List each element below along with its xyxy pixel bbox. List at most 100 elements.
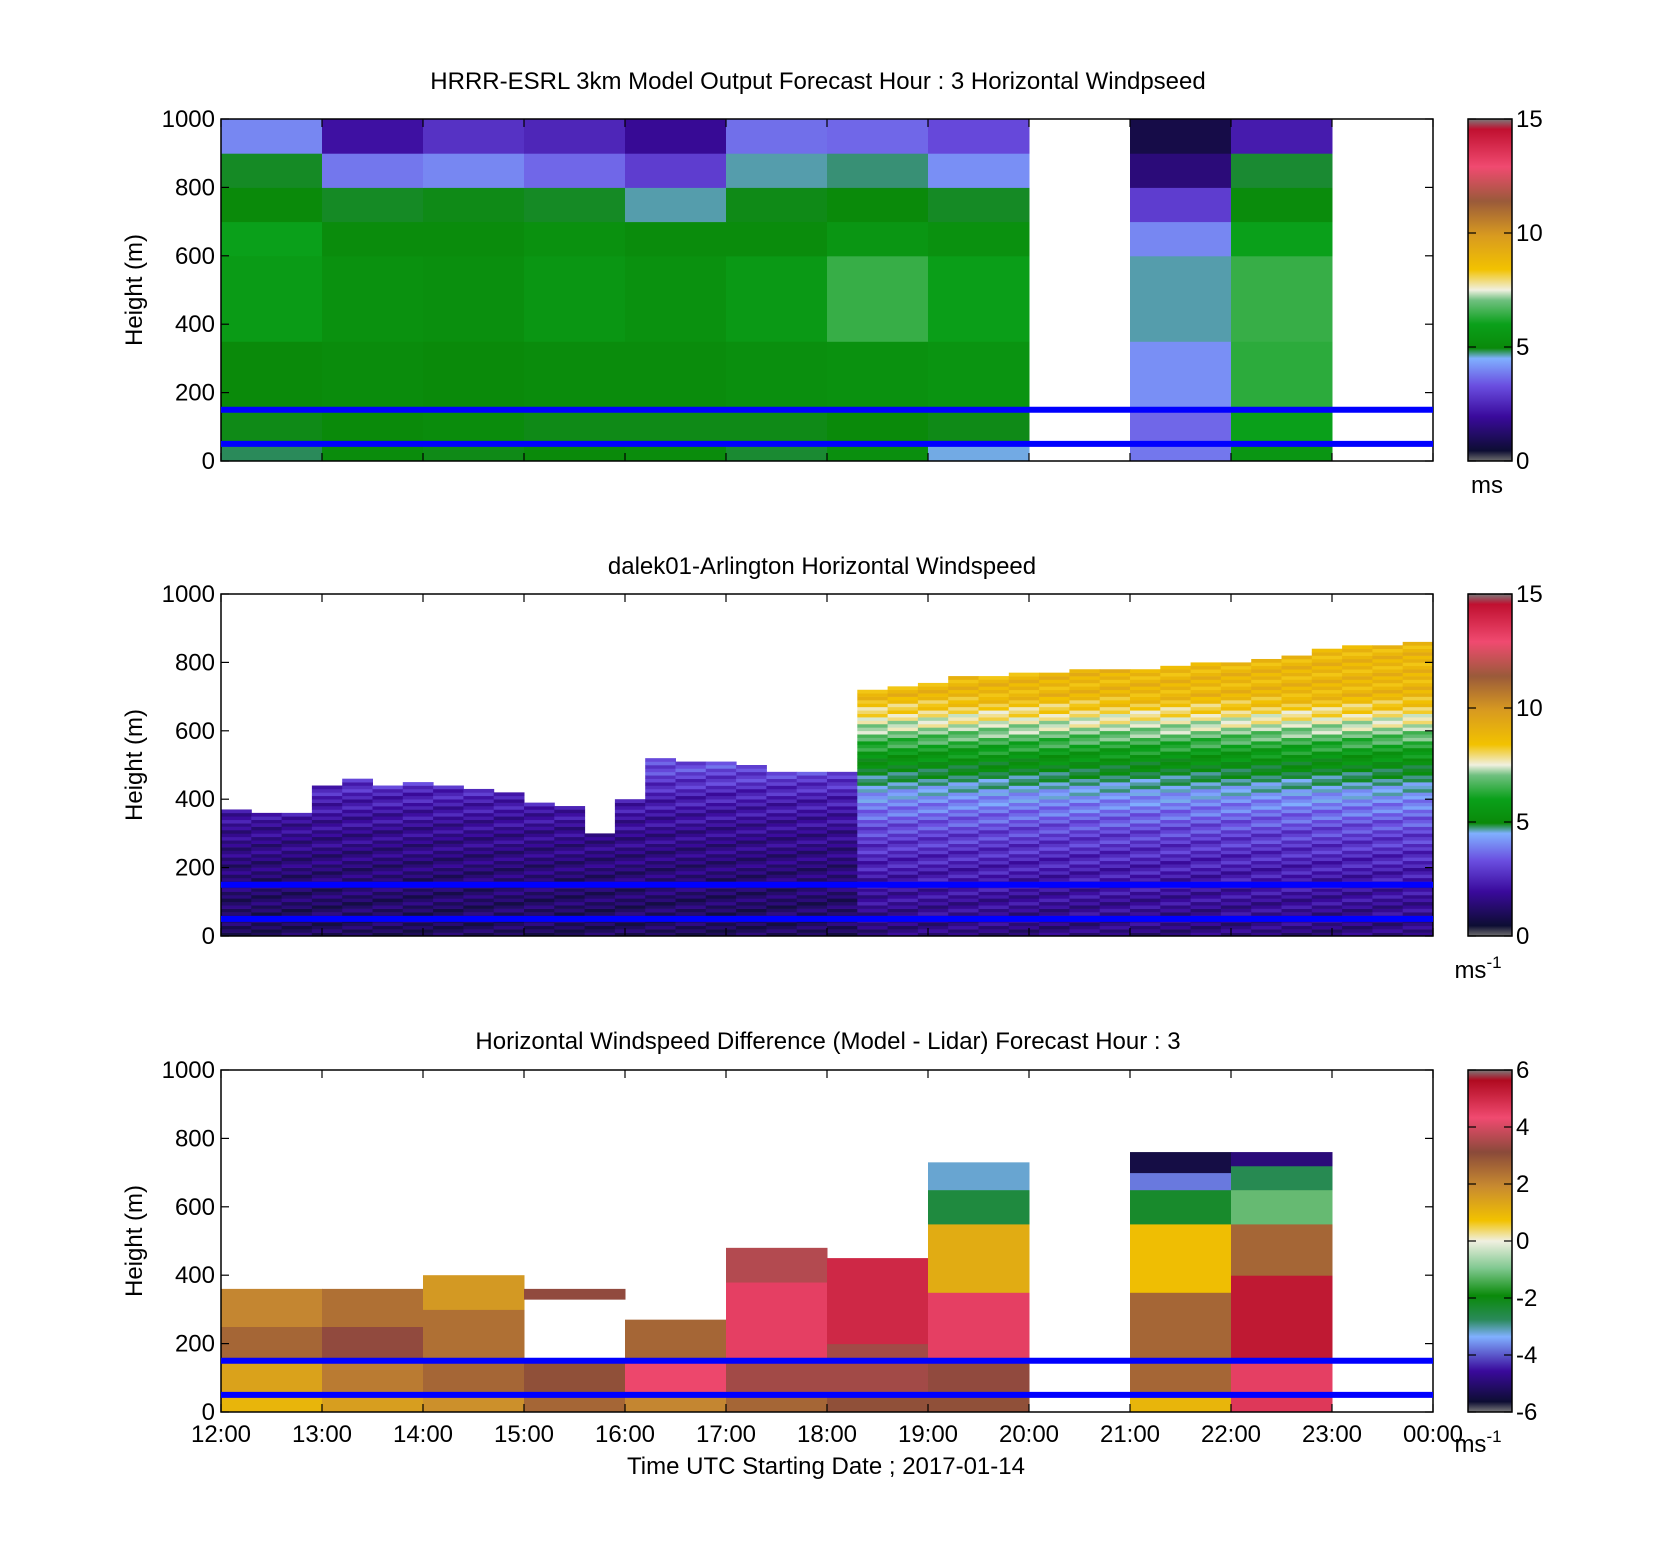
- lidar-cell: [221, 836, 252, 841]
- lidar-cell: [948, 703, 979, 708]
- lidar-cell: [372, 788, 404, 793]
- lidar-cell: [1190, 795, 1222, 800]
- lidar-cell: [554, 836, 586, 841]
- difference-cell: [221, 1288, 323, 1327]
- lidar-cell: [1402, 809, 1434, 814]
- lidar-cell: [554, 826, 586, 831]
- lidar-cell: [827, 816, 858, 821]
- lidar-cell: [554, 843, 586, 848]
- lidar-cell: [1099, 898, 1131, 903]
- lidar-cell: [766, 826, 798, 831]
- lidar-cell: [1220, 734, 1252, 738]
- lidar-cell: [1311, 867, 1343, 872]
- lidar-cell: [1402, 665, 1434, 670]
- lidar-cell: [1251, 744, 1282, 749]
- lidar-cell: [402, 806, 434, 810]
- lidar-cell: [554, 905, 586, 909]
- lidar-cell: [281, 860, 313, 865]
- lidar-cell: [1342, 775, 1373, 779]
- lidar-cell: [1281, 665, 1313, 670]
- lidar-cell: [493, 836, 525, 841]
- model-cell: [221, 153, 323, 188]
- lidar-cell: [917, 888, 949, 892]
- lidar-cell: [827, 806, 858, 810]
- lidar-cell: [1069, 877, 1101, 882]
- lidar-cell: [1402, 792, 1434, 797]
- lidar-cell: [1008, 679, 1040, 684]
- lidar-cell: [1099, 700, 1131, 704]
- lidar-cell: [857, 819, 889, 824]
- lidar-cell: [1160, 802, 1192, 807]
- lidar-cell: [645, 850, 676, 855]
- x-tick-label: 15:00: [494, 1421, 554, 1448]
- lidar-cell: [827, 826, 858, 831]
- lidar-cell: [1311, 929, 1343, 933]
- lidar-cell: [221, 922, 252, 927]
- lidar-cell: [827, 932, 858, 937]
- model-cell: [928, 255, 1030, 342]
- model-cell: [928, 119, 1030, 154]
- lidar-cell: [1342, 836, 1373, 841]
- lidar-cell: [1039, 929, 1070, 933]
- lidar-cell: [1008, 908, 1040, 913]
- lidar-cell: [1039, 823, 1070, 827]
- lidar-cell: [766, 877, 798, 882]
- lidar-cell: [857, 741, 889, 745]
- lidar-cell: [342, 778, 373, 783]
- lidar-cell: [1372, 665, 1404, 670]
- lidar-cell: [281, 922, 313, 927]
- lidar-cell: [796, 799, 828, 803]
- lidar-cell: [1008, 761, 1040, 766]
- lidar-cell: [342, 782, 373, 786]
- model-cell: [726, 255, 828, 342]
- lidar-cell: [887, 741, 919, 745]
- lidar-cell: [887, 693, 919, 697]
- lidar-cell: [948, 812, 979, 817]
- lidar-cell: [1220, 826, 1252, 831]
- difference-cell: [625, 1319, 727, 1362]
- lidar-cell: [1099, 901, 1131, 906]
- lidar-cell: [1402, 737, 1434, 742]
- lidar-cell: [827, 901, 858, 906]
- lidar-cell: [402, 922, 434, 927]
- lidar-cell: [1281, 768, 1313, 773]
- lidar-cell: [1160, 867, 1192, 872]
- lidar-cell: [1281, 836, 1313, 841]
- lidar-cell: [1311, 826, 1343, 831]
- panel-2-colorbar: [1467, 593, 1513, 937]
- lidar-cell: [402, 888, 434, 892]
- lidar-cell: [584, 860, 616, 865]
- model-cell: [423, 341, 525, 411]
- lidar-cell: [978, 912, 1010, 916]
- lidar-cell: [1281, 696, 1313, 701]
- lidar-cell: [1039, 734, 1070, 738]
- lidar-cell: [1372, 867, 1404, 872]
- lidar-cell: [1342, 723, 1373, 728]
- lidar-cell: [736, 819, 767, 824]
- model-cell: [1130, 409, 1232, 445]
- lidar-cell: [1008, 853, 1040, 858]
- lidar-cell: [1099, 775, 1131, 779]
- lidar-cell: [251, 819, 283, 824]
- lidar-cell: [917, 761, 949, 766]
- lidar-cell: [1372, 823, 1404, 827]
- lidar-cell: [1190, 826, 1222, 831]
- lidar-cell: [1190, 713, 1222, 718]
- lidar-cell: [675, 840, 707, 844]
- lidar-cell: [1342, 819, 1373, 824]
- lidar-cell: [372, 905, 404, 909]
- lidar-cell: [372, 932, 404, 937]
- lidar-cell: [1402, 703, 1434, 708]
- lidar-cell: [1069, 682, 1101, 687]
- lidar-cell: [1372, 652, 1404, 656]
- lidar-cell: [1130, 741, 1161, 745]
- lidar-cell: [827, 898, 858, 903]
- lidar-cell: [1008, 700, 1040, 704]
- lidar-cell: [1069, 717, 1101, 721]
- difference-cell: [1130, 1172, 1232, 1191]
- lidar-cell: [978, 751, 1010, 756]
- model-cell: [221, 119, 323, 154]
- lidar-cell: [1130, 778, 1161, 783]
- lidar-cell: [887, 758, 919, 762]
- lidar-cell: [796, 894, 828, 899]
